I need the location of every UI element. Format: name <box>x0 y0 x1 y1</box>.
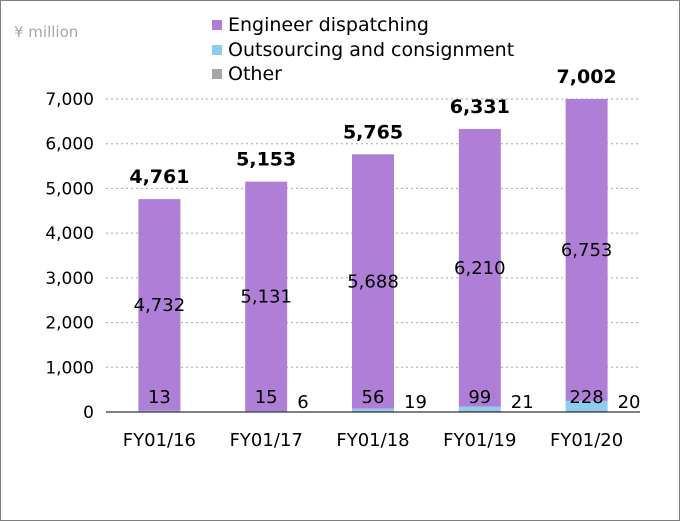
bar-FY01/16-s0 <box>138 199 181 411</box>
bar-FY01/19-s1 <box>458 406 501 412</box>
label-engineer-1: 5,131 <box>240 286 292 307</box>
bar-FY01/18-s0 <box>352 154 394 409</box>
legend-swatch-1 <box>212 45 222 55</box>
x-category-2: FY01/18 <box>336 430 409 451</box>
label-outsourcing-3: 99 <box>468 387 491 408</box>
legend-label-0: Engineer dispatching <box>228 14 429 36</box>
label-engineer-2: 5,688 <box>347 271 399 292</box>
y-tick-label-3: 3,000 <box>45 269 94 289</box>
bar-FY01/20-s0 <box>565 98 608 401</box>
label-other-3: 21 <box>511 392 534 413</box>
bar-FY01/20-s1 <box>565 400 608 412</box>
legend-label-2: Other <box>228 63 282 85</box>
label-other-2: 19 <box>404 392 427 413</box>
y-tick-label-2: 2,000 <box>45 314 94 334</box>
y-axis-ticks: 0 1,000 2,000 3,000 4,000 5,000 6,000 7,000 <box>45 90 94 423</box>
y-tick-label-4: 4,000 <box>45 224 94 244</box>
label-outsourcing-1: 15 <box>255 387 278 408</box>
bar-FY01/16-s1 <box>138 410 181 412</box>
x-category-3: FY01/19 <box>443 430 516 451</box>
unit-label: ¥ million <box>14 23 78 41</box>
y-tick-label-0: 0 <box>83 403 94 423</box>
label-total-3: 6,331 <box>450 96 510 118</box>
bar-FY01/19-s0 <box>458 128 501 407</box>
bar-FY01/18-s1 <box>352 408 394 412</box>
x-axis-categories: FY01/16 FY01/17 FY01/18 FY01/19 FY01/20 <box>123 430 623 451</box>
bar-FY01/17-s1 <box>245 411 288 412</box>
label-engineer-0: 4,732 <box>134 295 186 316</box>
label-other-1: 6 <box>297 392 308 413</box>
x-category-0: FY01/16 <box>123 430 196 451</box>
legend: Engineer dispatching Outsourcing and cons… <box>212 14 514 85</box>
x-category-1: FY01/17 <box>230 430 303 451</box>
y-tick-label-1: 1,000 <box>45 358 94 378</box>
label-engineer-3: 6,210 <box>454 258 506 279</box>
label-total-0: 4,761 <box>129 166 189 188</box>
label-outsourcing-0: 13 <box>148 387 171 408</box>
y-tick-label-5: 5,000 <box>45 179 94 199</box>
label-outsourcing-4: 228 <box>569 387 603 408</box>
legend-label-1: Outsourcing and consignment <box>228 39 514 61</box>
legend-swatch-0 <box>212 20 222 30</box>
x-category-4: FY01/20 <box>550 430 623 451</box>
y-tick-label-6: 6,000 <box>45 135 94 155</box>
label-outsourcing-2: 56 <box>362 387 385 408</box>
data-labels: 4,732 13 4,761 5,131 15 6 5,153 5,688 56 19 5,765 6… <box>129 66 640 413</box>
label-other-4: 20 <box>618 392 641 413</box>
bars <box>138 98 608 412</box>
label-total-1: 5,153 <box>236 149 296 171</box>
label-engineer-4: 6,753 <box>561 240 613 261</box>
label-total-4: 7,002 <box>557 66 617 88</box>
y-tick-label-7: 7,000 <box>45 90 94 110</box>
legend-swatch-2 <box>212 69 222 79</box>
bar-FY01/17-s0 <box>245 181 288 412</box>
label-total-2: 5,765 <box>343 121 403 143</box>
